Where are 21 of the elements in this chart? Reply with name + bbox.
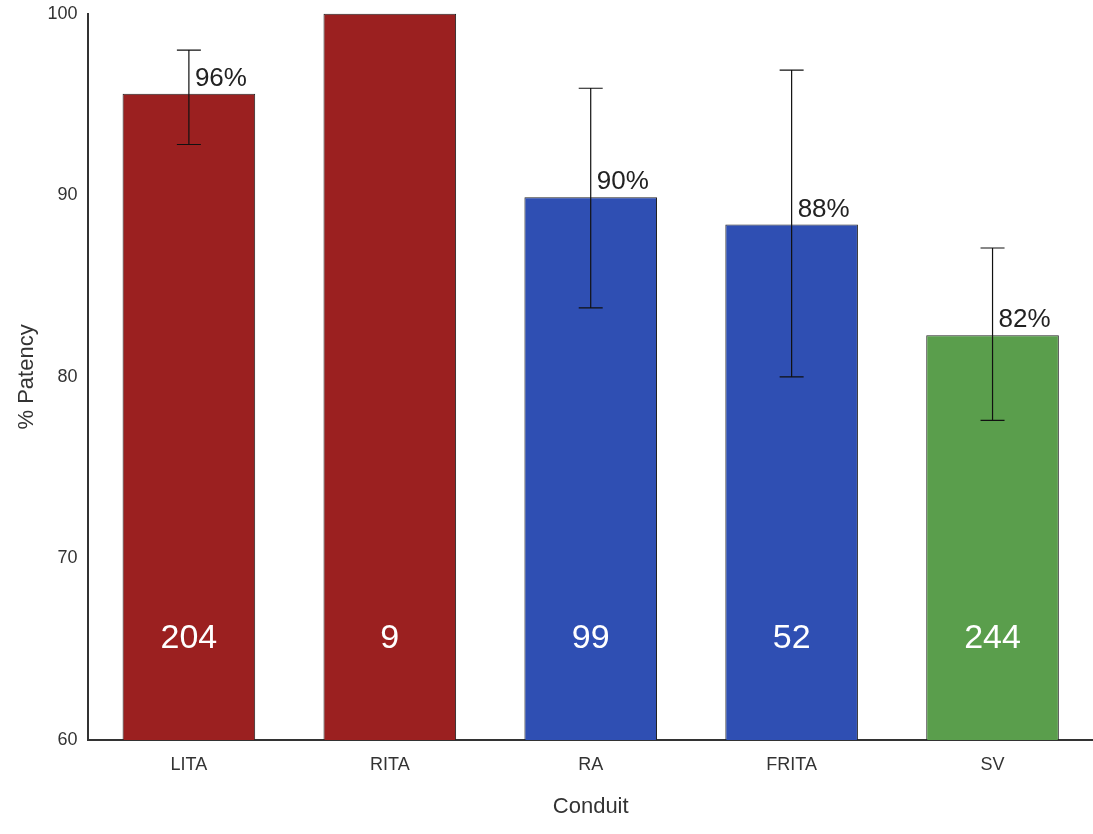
- x-axis-title: Conduit: [552, 792, 629, 818]
- y-tick-label: 90: [57, 184, 78, 205]
- data-label: 90%: [596, 165, 649, 196]
- data-label: 82%: [998, 303, 1051, 334]
- data-label: 88%: [797, 192, 850, 223]
- annotation: 52: [772, 616, 811, 655]
- y-axis-title: % Patency: [13, 324, 39, 430]
- y-tick-label: 60: [57, 728, 78, 749]
- annotation: 9: [380, 616, 400, 655]
- y-tick-label: 70: [57, 547, 78, 568]
- annotation: 204: [160, 616, 218, 655]
- data-label: 96%: [194, 61, 247, 92]
- x-tick-label: RA: [578, 753, 604, 774]
- x-tick-label: RITA: [369, 753, 410, 774]
- annotation: 99: [571, 616, 610, 655]
- y-tick-label: 100: [47, 2, 78, 23]
- x-tick-label: FRITA: [766, 753, 817, 774]
- x-tick-label: LITA: [170, 753, 208, 774]
- annotation: 244: [964, 616, 1021, 655]
- x-tick-label: SV: [980, 753, 1005, 774]
- y-tick-label: 80: [57, 365, 78, 386]
